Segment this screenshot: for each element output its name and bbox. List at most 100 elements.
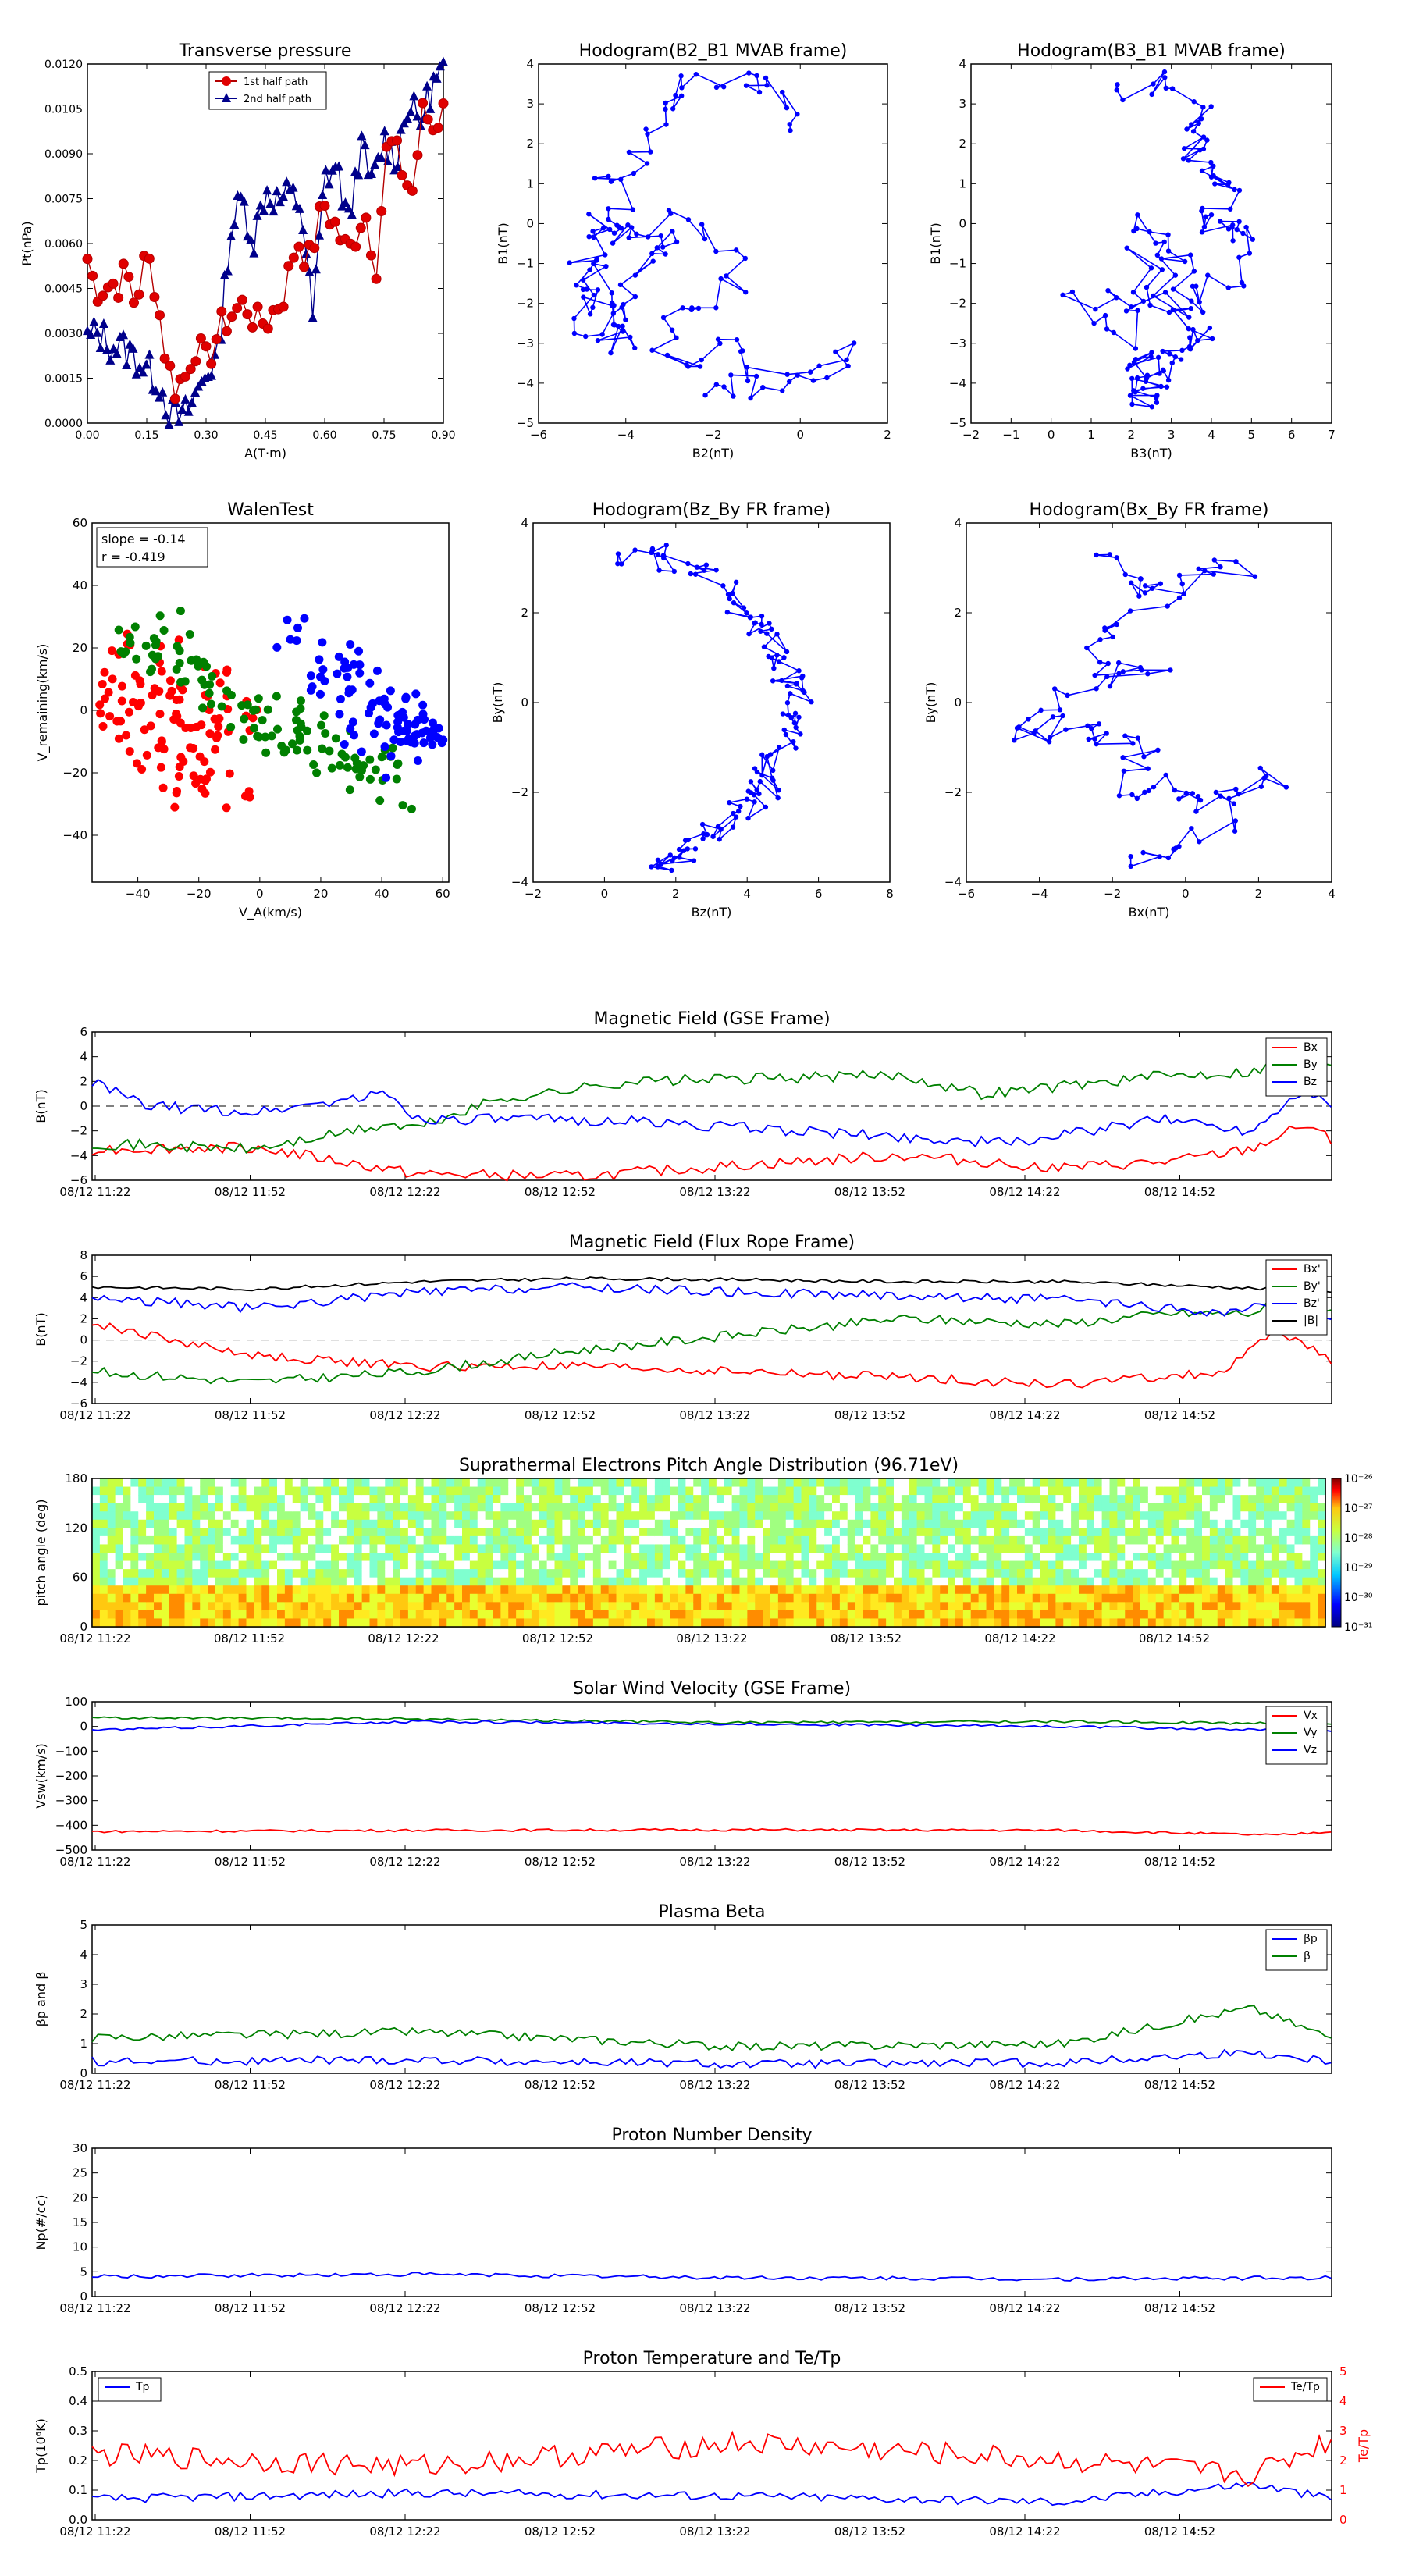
pad-cell: [855, 1478, 864, 1488]
pad-cell: [855, 1511, 864, 1521]
hodogram-point: [1154, 252, 1161, 258]
pad-cell: [916, 1519, 926, 1528]
pad-cell: [824, 1602, 833, 1611]
pad-cell: [524, 1535, 532, 1546]
circle-marker: [118, 258, 129, 269]
pad-cell: [169, 1610, 178, 1620]
pad-cell: [246, 1610, 254, 1620]
pad-cell: [1024, 1544, 1033, 1553]
pad-cell: [469, 1544, 478, 1553]
legend-label: By': [1304, 1280, 1321, 1293]
hodogram-point: [1212, 181, 1218, 187]
hodogram-point: [784, 372, 790, 377]
series-3: [91, 1276, 1332, 1293]
pad-cell: [1133, 1569, 1141, 1578]
y-tick-label: 0.2: [69, 2453, 87, 2467]
pad-cell: [578, 1602, 586, 1611]
pad-cell: [832, 1511, 841, 1521]
pad-cell: [407, 1560, 417, 1570]
pad-cell: [200, 1610, 208, 1620]
pad-cell: [585, 1495, 594, 1504]
pad-cell: [1209, 1593, 1218, 1603]
pad-cell: [932, 1535, 941, 1546]
pad-cell: [184, 1535, 193, 1546]
pad-cell: [176, 1535, 186, 1546]
walen-point: [213, 731, 222, 740]
pad-cell: [978, 1585, 987, 1595]
pad-cell: [693, 1486, 702, 1496]
pad-cell: [747, 1618, 756, 1628]
hodogram-point: [1128, 863, 1133, 870]
hodogram-point: [1105, 660, 1111, 667]
pad-cell: [916, 1553, 926, 1562]
pad-cell: [354, 1569, 363, 1578]
pad-cell: [477, 1585, 486, 1595]
pad-cell: [1302, 1519, 1311, 1528]
walen-point: [137, 765, 147, 774]
pad-cell: [215, 1511, 224, 1521]
pad-cell: [254, 1602, 262, 1611]
pad-cell: [200, 1553, 208, 1562]
pad-cell: [839, 1495, 848, 1504]
pad-cell: [1079, 1618, 1087, 1628]
pad-cell: [932, 1486, 941, 1496]
pad-cell: [138, 1544, 147, 1553]
pad-cell: [238, 1585, 247, 1595]
pad-cell: [1109, 1535, 1118, 1546]
proton-temperature-panel-title: Proton Temperature and Te/Tp: [583, 2349, 841, 2368]
pad-cell: [770, 1602, 779, 1611]
pad-cell: [192, 1560, 201, 1570]
pad-cell: [1310, 1519, 1318, 1528]
pad-cell: [940, 1602, 948, 1611]
pad-cell: [385, 1519, 393, 1528]
pad-cell: [284, 1577, 293, 1586]
pad-cell: [1279, 1503, 1288, 1512]
pad-cell: [816, 1495, 825, 1504]
pad-cell: [678, 1593, 686, 1603]
pad-cell: [539, 1544, 548, 1553]
pad-cell: [1256, 1593, 1264, 1603]
pad-cell: [400, 1577, 409, 1586]
pad-cell: [816, 1478, 825, 1488]
annotation-box: [96, 527, 208, 568]
walen-point: [411, 689, 421, 699]
pad-cell: [592, 1610, 602, 1620]
pad-cell: [377, 1486, 386, 1496]
pad-cell: [469, 1528, 478, 1537]
pad-cell: [916, 1495, 926, 1504]
legend-label: βp: [1304, 1933, 1318, 1945]
pad-cell: [886, 1577, 895, 1586]
pad-cell: [948, 1503, 956, 1512]
pad-cell: [277, 1602, 286, 1611]
pad-cell: [1248, 1569, 1257, 1578]
hodogram-point: [1137, 576, 1144, 582]
pad-cell: [493, 1577, 501, 1586]
pad-cell: [115, 1610, 124, 1620]
pad-cell: [886, 1478, 895, 1488]
pad-cell: [693, 1577, 702, 1586]
pad-cell: [1256, 1618, 1264, 1628]
pad-cell: [431, 1478, 439, 1488]
pad-cell: [477, 1519, 486, 1528]
pad-cell: [616, 1544, 624, 1553]
hodogram-point: [1190, 791, 1196, 796]
pad-cell: [1048, 1610, 1056, 1620]
pad-cell: [932, 1503, 941, 1512]
pad-cell: [1302, 1610, 1311, 1620]
pad-cell: [1117, 1602, 1126, 1611]
pad-cell: [154, 1585, 162, 1595]
pad-cell: [1071, 1602, 1080, 1611]
series-1: [91, 1301, 1332, 1385]
pad-cell: [169, 1577, 178, 1586]
pad-cell: [1264, 1560, 1272, 1570]
pad-cell: [524, 1602, 532, 1611]
pad-cell: [184, 1593, 193, 1603]
pad-cell: [1125, 1535, 1133, 1546]
pad-cell: [238, 1535, 247, 1546]
pad-cell: [585, 1553, 594, 1562]
pad-cell: [331, 1593, 340, 1603]
hodogram-b3-b1-panel-ylabel: B1(nT): [928, 222, 943, 265]
pad-cell: [431, 1495, 439, 1504]
pad-cell: [130, 1519, 139, 1528]
pad-cell: [1125, 1544, 1133, 1553]
